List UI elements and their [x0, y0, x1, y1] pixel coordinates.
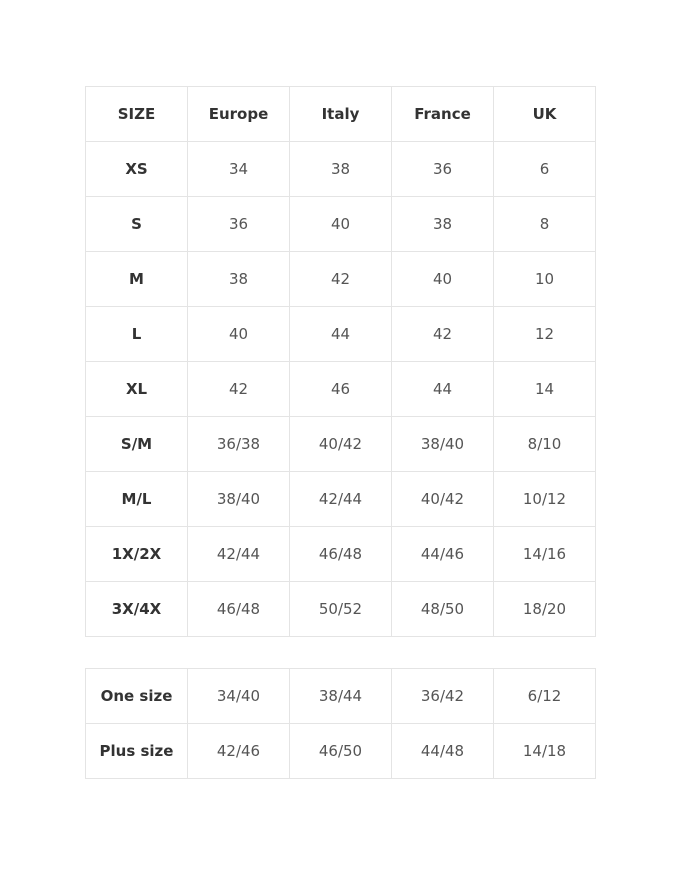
size-label-cell: 1X/2X [85, 526, 188, 582]
table-row: S/M 36/38 40/42 38/40 8/10 [85, 416, 596, 472]
size-value-cell: 40/42 [391, 471, 494, 527]
size-value-cell: 38/40 [187, 471, 290, 527]
size-value-cell: 10 [493, 251, 596, 307]
one-size-plus-size-table: One size 34/40 38/44 36/42 6/12 Plus size 42/4… [85, 668, 596, 779]
size-value-cell: 44/48 [391, 723, 494, 779]
size-value-cell: 38 [187, 251, 290, 307]
size-value-cell: 44/46 [391, 526, 494, 582]
size-value-cell: 42/44 [289, 471, 392, 527]
size-value-cell: 42/44 [187, 526, 290, 582]
size-value-cell: 50/52 [289, 581, 392, 637]
size-value-cell: 36/42 [391, 668, 494, 724]
size-label-cell: M/L [85, 471, 188, 527]
table-row: XS 34 38 36 6 [85, 141, 596, 197]
size-value-cell: 34 [187, 141, 290, 197]
size-value-cell: 40 [289, 196, 392, 252]
table-row: M 38 42 40 10 [85, 251, 596, 307]
size-label-cell: Plus size [85, 723, 188, 779]
size-value-cell: 6/12 [493, 668, 596, 724]
size-label-cell: L [85, 306, 188, 362]
table-row: 3X/4X 46/48 50/52 48/50 18/20 [85, 581, 596, 637]
size-value-cell: 42 [391, 306, 494, 362]
size-value-cell: 8/10 [493, 416, 596, 472]
table-row: S 36 40 38 8 [85, 196, 596, 252]
column-header: France [391, 86, 494, 142]
size-label-cell: One size [85, 668, 188, 724]
size-value-cell: 14/16 [493, 526, 596, 582]
size-label-cell: XS [85, 141, 188, 197]
column-header: Italy [289, 86, 392, 142]
size-value-cell: 14/18 [493, 723, 596, 779]
table-row: 1X/2X 42/44 46/48 44/46 14/16 [85, 526, 596, 582]
size-value-cell: 42 [289, 251, 392, 307]
table-row: XL 42 46 44 14 [85, 361, 596, 417]
table-row: One size 34/40 38/44 36/42 6/12 [85, 668, 596, 724]
size-value-cell: 40 [187, 306, 290, 362]
size-label-cell: S [85, 196, 188, 252]
size-value-cell: 46/50 [289, 723, 392, 779]
size-value-cell: 8 [493, 196, 596, 252]
size-value-cell: 46/48 [187, 581, 290, 637]
size-value-cell: 18/20 [493, 581, 596, 637]
size-value-cell: 14 [493, 361, 596, 417]
size-value-cell: 10/12 [493, 471, 596, 527]
size-value-cell: 36 [391, 141, 494, 197]
size-label-cell: 3X/4X [85, 581, 188, 637]
size-value-cell: 46 [289, 361, 392, 417]
size-value-cell: 6 [493, 141, 596, 197]
size-label-cell: M [85, 251, 188, 307]
column-header: SIZE [85, 86, 188, 142]
column-header: Europe [187, 86, 290, 142]
size-label-cell: S/M [85, 416, 188, 472]
size-value-cell: 46/48 [289, 526, 392, 582]
size-value-cell: 44 [391, 361, 494, 417]
table-row: M/L 38/40 42/44 40/42 10/12 [85, 471, 596, 527]
size-value-cell: 40 [391, 251, 494, 307]
size-value-cell: 38 [289, 141, 392, 197]
size-value-cell: 36 [187, 196, 290, 252]
size-value-cell: 38/44 [289, 668, 392, 724]
size-value-cell: 48/50 [391, 581, 494, 637]
size-value-cell: 42/46 [187, 723, 290, 779]
size-value-cell: 38/40 [391, 416, 494, 472]
size-value-cell: 12 [493, 306, 596, 362]
size-value-cell: 36/38 [187, 416, 290, 472]
size-value-cell: 38 [391, 196, 494, 252]
size-value-cell: 42 [187, 361, 290, 417]
size-label-cell: XL [85, 361, 188, 417]
size-value-cell: 40/42 [289, 416, 392, 472]
column-header: UK [493, 86, 596, 142]
table-row: L 40 44 42 12 [85, 306, 596, 362]
header-row: SIZE Europe Italy France UK [85, 86, 596, 142]
size-chart-table: SIZE Europe Italy France UK XS 34 38 36 6 S 36 40 38 8… [85, 86, 596, 637]
size-value-cell: 44 [289, 306, 392, 362]
size-value-cell: 34/40 [187, 668, 290, 724]
table-row: Plus size 42/46 46/50 44/48 14/18 [85, 723, 596, 779]
